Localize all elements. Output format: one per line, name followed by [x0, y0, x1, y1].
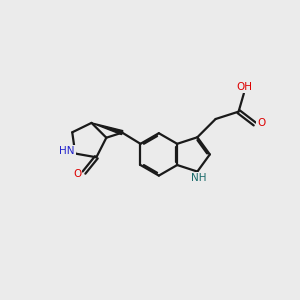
- Text: OH: OH: [236, 82, 253, 92]
- Text: O: O: [74, 169, 82, 179]
- Polygon shape: [92, 123, 123, 135]
- Text: O: O: [257, 118, 266, 128]
- Text: NH: NH: [191, 173, 207, 183]
- Text: HN: HN: [59, 146, 75, 156]
